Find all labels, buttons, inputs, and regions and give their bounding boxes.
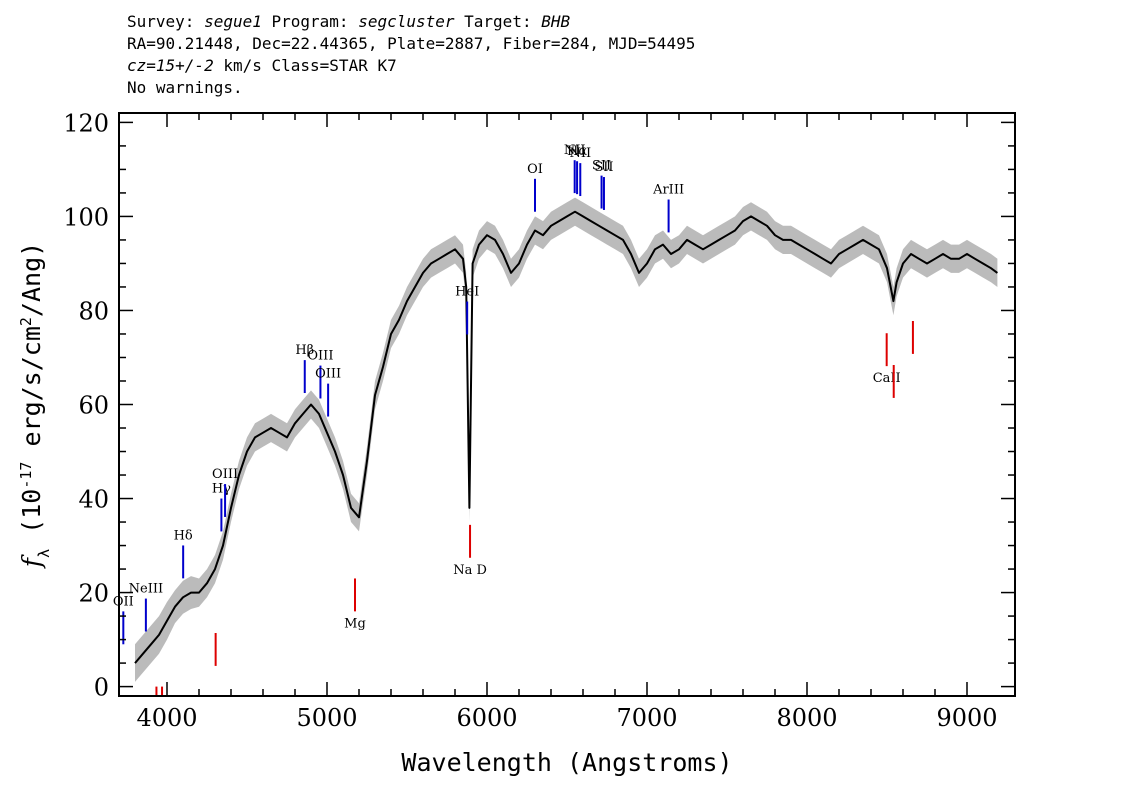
header-segment: cz=15+/-2 <box>127 56 214 75</box>
y-tick-label: 80 <box>78 297 109 325</box>
spectral-line-markers: OIINeIIIHδHγOIIIHβOIIIOIIIHeIOINIIHαNIIS… <box>113 143 914 696</box>
emission-line-label: ArIII <box>652 183 684 198</box>
error-band <box>135 197 998 682</box>
y-axis-label-part: λ <box>35 549 53 558</box>
header-segment: segue1 <box>204 12 262 31</box>
absorption-line-label: Na D <box>453 563 487 578</box>
y-tick-label: 40 <box>78 486 109 514</box>
emission-line-label: SII <box>592 159 611 174</box>
emission-line-label: OII <box>113 594 134 609</box>
emission-line-label: OIII <box>212 467 238 482</box>
y-axis-label-part: 2 <box>17 317 35 326</box>
y-axis-label-part: f <box>17 554 46 569</box>
y-tick-label: 20 <box>78 580 109 608</box>
y-tick-label: 120 <box>63 109 109 137</box>
y-axis-label-part: erg/s/cm <box>17 326 46 461</box>
emission-line-label: Hβ <box>295 343 314 358</box>
x-axis-label: Wavelength (Angstroms) <box>401 748 732 777</box>
emission-line-label: NII <box>569 146 591 161</box>
plot-frame <box>118 112 1016 697</box>
y-axis-label: fλ (10-17 erg/s/cm2/Ang) <box>17 242 53 569</box>
header-line-warnings: No warnings. <box>127 78 243 97</box>
y-tick-label: 60 <box>78 392 109 420</box>
emission-line-label: Hα <box>567 144 587 159</box>
absorption-line-label: CaII <box>873 371 901 386</box>
emission-line-label: Hγ <box>212 482 231 497</box>
emission-line-label: NII <box>564 143 586 158</box>
x-tick-label: 6000 <box>456 704 517 732</box>
emission-line-label: Hδ <box>174 528 193 543</box>
x-tick-label: 8000 <box>776 704 837 732</box>
y-axis-label-part: /Ang) <box>17 242 46 317</box>
emission-line-label: OIII <box>307 349 333 364</box>
emission-line-label: SII <box>594 160 613 175</box>
flux-line <box>134 210 998 664</box>
emission-line-label: OI <box>527 162 543 177</box>
flux-spectrum <box>134 210 998 664</box>
emission-line-label: NeIII <box>129 582 163 597</box>
y-axis-label-part: (10 <box>17 489 46 549</box>
header-segment: Survey: <box>127 12 205 31</box>
x-tick-label: 9000 <box>936 704 997 732</box>
spectrum-header: Survey: segue1 Program: segcluster Targe… <box>127 11 695 99</box>
header-segment: Program: <box>261 12 359 31</box>
y-axis-label-part: -17 <box>17 462 35 489</box>
header-segment: BHB <box>541 12 571 31</box>
y-tick-label: 0 <box>94 674 109 702</box>
header-segment: segcluster <box>358 12 455 31</box>
header-line-redshift-class: cz=15+/-2 km/s Class=STAR K7 <box>127 55 695 77</box>
x-tick-label: 5000 <box>296 704 357 732</box>
axis-ticks <box>119 113 1015 696</box>
emission-line-label: OIII <box>315 367 341 382</box>
header-segment: km/s Class=STAR K7 <box>213 56 397 75</box>
header-line-coordinates: RA=90.21448, Dec=22.44365, Plate=2887, F… <box>127 34 696 53</box>
x-tick-label: 4000 <box>136 704 197 732</box>
y-tick-label: 100 <box>63 203 109 231</box>
header-line-survey: Survey: segue1 Program: segcluster Targe… <box>127 11 695 33</box>
absorption-line-label: Mg <box>344 616 366 631</box>
tick-labels: 4000 5000 6000 7000 8000 9000 0 20 40 60 80 100 120 <box>63 109 997 732</box>
x-tick-label: 7000 <box>616 704 677 732</box>
emission-line-label: HeI <box>455 285 479 300</box>
header-segment: Target: <box>454 12 542 31</box>
error-band-area <box>135 197 998 682</box>
